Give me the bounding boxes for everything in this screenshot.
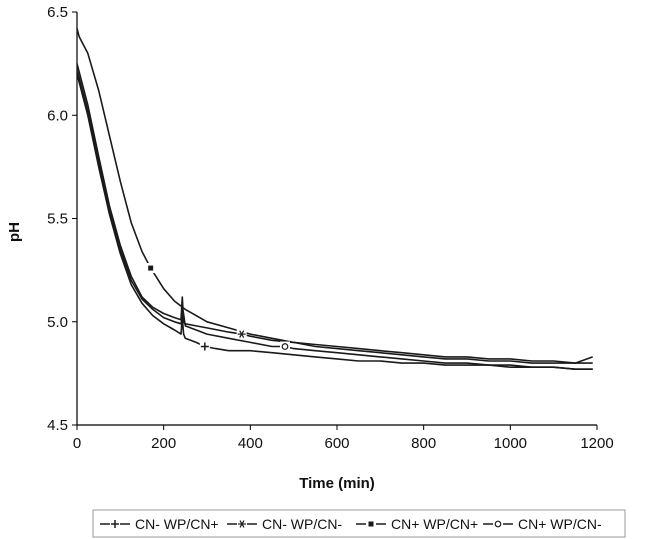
legend-marker: [238, 520, 246, 528]
y-tick-label: 4.5: [47, 417, 68, 434]
series-markers: [145, 263, 290, 352]
legend-label: CN- WP/CN+: [135, 516, 219, 532]
series-marker-2: [237, 330, 246, 338]
legend-label: CN+ WP/CN+: [391, 516, 478, 532]
y-axis: 4.5 5.0 5.5 6.0 6.5: [47, 4, 77, 434]
series-lines: [76, 28, 593, 371]
legend-marker: [494, 520, 502, 528]
y-tick-label: 5.0: [47, 314, 68, 331]
legend-entry-2: CN- WP/CN-: [227, 516, 342, 532]
x-axis-title: Time (min): [299, 475, 375, 492]
x-tick-label: 1200: [580, 435, 613, 452]
marker-stroke: [239, 330, 245, 338]
legend-entry-1: CN- WP/CN+: [100, 516, 219, 532]
legend-entry-3: CN+ WP/CN+: [356, 516, 478, 532]
marker-stroke: [239, 520, 245, 528]
y-tick-label: 5.5: [47, 211, 68, 228]
series-marker-4: [281, 343, 289, 350]
x-tick-label: 200: [151, 435, 176, 452]
x-axis: 0 200 400 600 800 1000 1200: [73, 425, 614, 452]
series-marker-1: [200, 342, 209, 351]
legend-marker: [368, 521, 374, 527]
x-tick-label: 0: [73, 435, 81, 452]
plot-area: [76, 12, 597, 426]
x-tick-label: 400: [238, 435, 263, 452]
x-tick-label: 800: [411, 435, 436, 452]
x-tick-label: 600: [324, 435, 349, 452]
y-tick-label: 6.5: [47, 4, 68, 21]
series-marker-3: [148, 265, 154, 271]
series-line-3: [76, 28, 593, 364]
legend-marker: [111, 520, 119, 528]
series-line-1: [76, 73, 593, 371]
y-axis-title: pH: [6, 222, 23, 242]
legend-label: CN- WP/CN-: [262, 516, 342, 532]
series-line-2: [76, 63, 593, 364]
legend-entry-4: CN+ WP/CN-: [483, 516, 602, 532]
legend-label: CN+ WP/CN-: [518, 516, 602, 532]
x-tick-label: 1000: [494, 435, 527, 452]
y-tick-label: 6.0: [47, 107, 68, 124]
legend: CN- WP/CN+ CN- WP/CN- CN+ WP/CN+ CN+ WP/CN-: [92, 509, 626, 538]
series-line-4: [76, 69, 593, 371]
